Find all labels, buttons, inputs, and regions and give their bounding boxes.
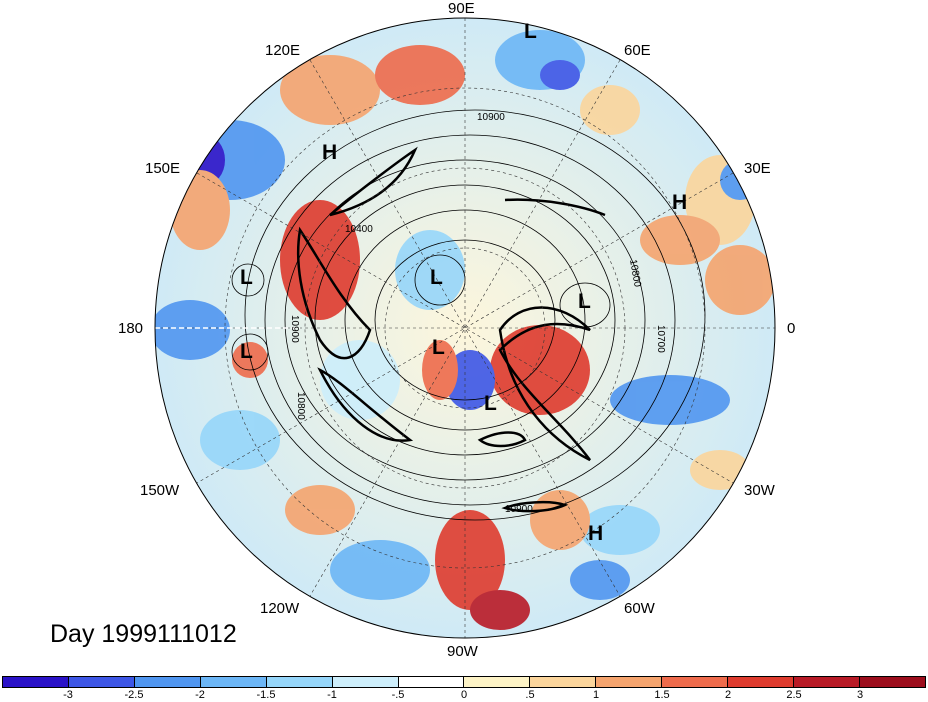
colorbar-segment [794,677,860,687]
lon-label-30e: 30E [744,160,771,177]
pressure-center-low: L [432,336,445,359]
lon-label-0: 0 [787,320,796,337]
pressure-center-high: H [588,522,604,545]
contour-label: 10400 [345,224,373,235]
contour-label: 10800 [295,392,306,420]
colorbar-segment [266,677,333,687]
lon-label-60e: 60E [624,42,651,59]
colorbar-segment [332,677,399,687]
pressure-center-low: L [240,266,253,289]
colorbar-tick-label: -1.5 [256,689,276,701]
contour-label: 10800 [627,259,643,289]
pressure-center-low: L [484,392,497,415]
date-title: Day 1999111012 [50,620,237,648]
colorbar-segment [398,677,465,687]
colorbar-tick-label: -2 [195,689,205,701]
colorbar-tick-label: -2.5 [124,689,144,701]
colorbar-segment [596,677,663,687]
colorbar-segment [728,677,795,687]
colorbar-segment [68,677,135,687]
lon-label-60w: 60W [624,600,655,617]
lon-label-120w: 120W [260,600,300,617]
colorbar-segment [464,677,531,687]
colorbar-segment [134,677,201,687]
lon-label-120e: 120E [265,42,301,59]
colorbar-segment [3,677,69,687]
pressure-center-low: L [430,266,443,289]
lon-label-30w: 30W [744,482,775,499]
contour-label: 10700 [655,325,666,353]
colorbar-segment [859,677,925,687]
pressure-center-high: H [322,141,338,164]
colorbar-tick-label: -.5 [391,689,405,701]
contour-label: 10900 [477,112,505,123]
lon-label-150e: 150E [145,160,181,177]
colorbar-tick-label: 1 [592,689,600,701]
contour-labels: 10900 10400 10800 10900 10700 10800 1090… [289,112,666,515]
colorbar-tick-label: 2 [724,689,732,701]
colorbar [2,676,926,688]
colorbar-tick-label: 1.5 [654,689,670,701]
pressure-center-low: L [524,20,537,43]
contour-label: 10900 [289,315,300,343]
jet-contours [296,146,606,513]
lon-label-90e: 90E [448,0,475,17]
colorbar-tick-label: 2.5 [786,689,802,701]
anomaly-shading [155,30,775,630]
graticule [155,18,775,638]
colorbar-tick-label: .5 [525,689,535,701]
colorbar-tick-label: 0 [460,689,468,701]
colorbar-tick-label: 3 [856,689,864,701]
colorbar-tick-label: -3 [63,689,73,701]
pressure-center-low: L [578,290,591,313]
colorbar-tick-label: -1 [327,689,337,701]
pressure-center-low: L [240,340,253,363]
lon-label-90w: 90W [447,643,478,660]
lon-label-150w: 150W [140,482,180,499]
pressure-center-high: H [672,191,688,214]
colorbar-segment [200,677,267,687]
lon-label-180: 180 [118,320,144,337]
contour-label: 10900 [505,504,533,515]
colorbar-segment [662,677,729,687]
colorbar-segment [530,677,597,687]
